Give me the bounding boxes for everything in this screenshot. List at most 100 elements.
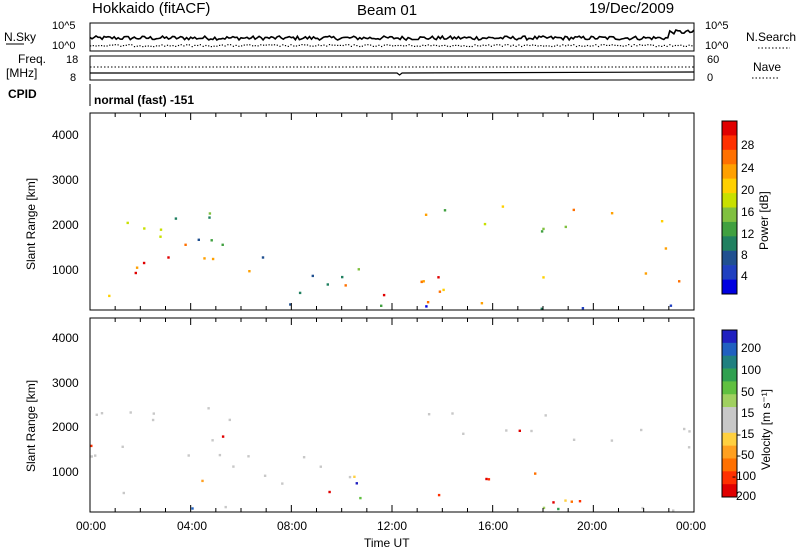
power-echo <box>438 290 442 293</box>
nsearch-dot <box>562 44 564 46</box>
nsearch-dot <box>142 46 144 48</box>
nsearch-dot <box>394 45 396 47</box>
nsearch-dot <box>273 44 276 46</box>
power-echo <box>443 209 447 212</box>
velocity-y-ticks: 4000 3000 2000 1000 <box>52 331 79 479</box>
nsearch-dot <box>180 44 182 46</box>
nsearch-dot <box>479 45 482 47</box>
cpid-label: CPID <box>8 87 37 101</box>
velocity-cbar-tick-m100: -100 <box>732 469 756 483</box>
nsearch-dot <box>334 44 336 46</box>
power-colorbar-swatch <box>722 236 737 252</box>
velocity-colorbar-swatch <box>722 330 737 344</box>
power-echo <box>425 305 428 308</box>
nsearch-dot <box>188 44 190 46</box>
power-cbar-tick-8: 8 <box>741 248 748 262</box>
nsearch-dot <box>471 45 473 48</box>
power-cbar-tick-24: 24 <box>741 161 755 175</box>
nsearch-dot <box>647 44 649 46</box>
velocity-echo <box>427 413 431 416</box>
nsearch-dot <box>444 44 446 46</box>
nsearch-dot <box>537 45 539 47</box>
power-echo <box>501 205 505 208</box>
nsearch-dot <box>172 45 174 47</box>
velocity-cbar-tick-m15: -15 <box>737 427 755 441</box>
nsearch-dot <box>455 44 457 46</box>
power-echo <box>540 307 543 310</box>
nsearch-trace <box>90 44 693 48</box>
freq-label: Freq. <box>18 52 46 66</box>
power-colorbar-ticks: 28 24 20 16 12 8 4 <box>741 138 755 283</box>
power-echo <box>564 225 567 229</box>
cpid-value: normal (fast) -151 <box>94 93 194 107</box>
velocity-echo <box>247 455 250 458</box>
power-panel: 4000 3000 2000 1000 Slant Range [km] 28 … <box>24 112 771 311</box>
nsearch-dot <box>614 44 616 46</box>
velocity-echo <box>187 454 190 457</box>
freq-tick-bottom: 8 <box>70 72 76 84</box>
velocity-echo <box>451 412 454 415</box>
power-echo <box>142 261 146 265</box>
velocity-colorbar-swatch <box>722 381 737 395</box>
nsearch-dot <box>592 45 594 47</box>
nsearch-dot <box>306 44 309 46</box>
nsky-tick-top: 10^5 <box>52 20 76 32</box>
power-echo <box>211 257 215 261</box>
nsearch-dot <box>230 44 232 46</box>
power-echo <box>143 227 146 230</box>
power-echo <box>610 212 614 215</box>
power-echo <box>203 257 206 260</box>
nsearch-dot <box>254 45 256 47</box>
velocity-cbar-tick-50: 50 <box>741 385 755 399</box>
velocity-echo <box>328 490 331 494</box>
nsearch-dot <box>315 45 317 47</box>
nsearch-dot <box>658 45 660 47</box>
velocity-echo <box>542 506 546 510</box>
velocity-echo <box>462 432 465 435</box>
power-ytick-3000: 3000 <box>52 173 79 187</box>
nsearch-dot <box>597 45 600 48</box>
velocity-echo <box>557 507 560 511</box>
freq-unit: [MHz] <box>6 66 37 80</box>
velocity-echo <box>353 475 356 478</box>
nsearch-dot <box>433 44 435 46</box>
velocity-colorbar <box>721 329 738 498</box>
nsky-frame <box>89 22 695 52</box>
nsearch-dot <box>510 45 512 47</box>
nsearch-dot <box>197 44 199 47</box>
velocity-echo <box>530 429 533 433</box>
power-cbar-tick-28: 28 <box>741 138 755 152</box>
velocity-echo <box>319 465 322 468</box>
power-echo <box>210 239 213 242</box>
power-echo <box>326 283 329 286</box>
radar-title: Hokkaido (fitACF) <box>92 0 210 17</box>
power-colorbar-swatch <box>722 250 737 266</box>
nsearch-dot <box>575 45 578 48</box>
velocity-echo <box>90 444 93 448</box>
freq-tick-top: 18 <box>66 54 78 66</box>
power-x-ticks <box>89 113 695 310</box>
nave-tick-bottom: 0 <box>707 72 713 84</box>
nsearch-dot <box>287 45 289 47</box>
nsearch-dot <box>370 44 372 46</box>
velocity-colorbar-swatch <box>722 368 737 382</box>
velocity-echo <box>121 445 124 448</box>
nsearch-dot <box>208 45 210 47</box>
nsearch-dot <box>194 44 196 46</box>
power-echo <box>135 266 139 269</box>
power-colorbar-swatch <box>722 178 737 194</box>
nsearch-dot <box>411 45 413 47</box>
nsearch-dot <box>210 46 212 48</box>
power-echo <box>184 243 187 246</box>
nsearch-dot <box>565 45 567 47</box>
nsearch-dot <box>534 44 536 46</box>
nsearch-dot <box>191 46 193 48</box>
velocity-ytick-3000: 3000 <box>52 376 79 390</box>
nsearch-dot <box>419 45 421 47</box>
nsearch-dot <box>139 45 141 47</box>
nsearch-tick-bottom: 10^0 <box>705 40 729 52</box>
nsearch-dot <box>468 45 471 48</box>
power-echo <box>134 271 137 275</box>
velocity-echo <box>228 418 231 422</box>
